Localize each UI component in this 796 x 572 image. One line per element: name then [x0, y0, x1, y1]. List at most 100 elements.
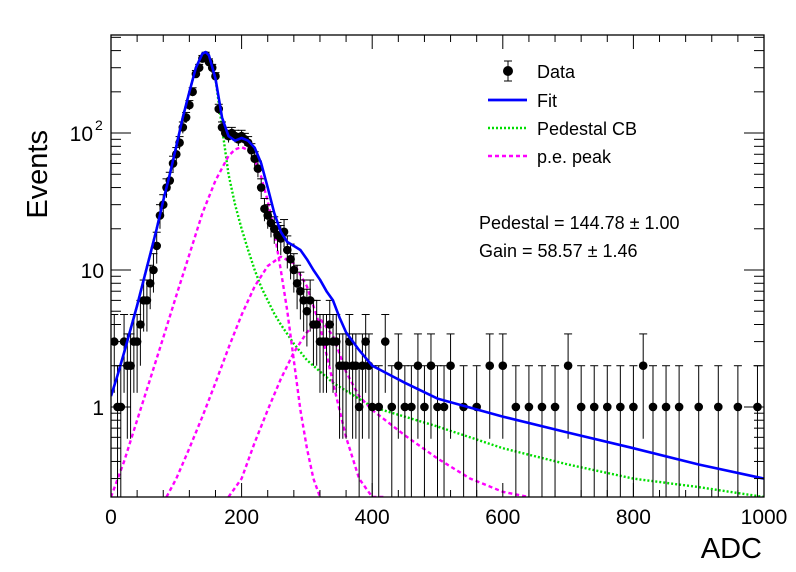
- data-marker: [299, 296, 308, 305]
- y-tick-label: 1: [92, 397, 104, 420]
- data-point: [694, 365, 703, 497]
- data-marker: [407, 402, 416, 412]
- data-marker: [550, 402, 560, 412]
- data-marker: [367, 402, 377, 412]
- data-marker: [260, 204, 269, 214]
- data-point: [537, 365, 547, 497]
- data-marker: [439, 402, 449, 412]
- data-marker: [126, 361, 135, 371]
- data-point: [713, 365, 723, 497]
- data-point: [361, 314, 370, 393]
- legend: Data Fit Pedestal CB p.e. peak: [488, 60, 637, 167]
- data-marker: [576, 402, 586, 412]
- data-point: [132, 314, 142, 393]
- series-line-p-e-peak-2: [165, 255, 386, 497]
- data-point: [485, 333, 495, 439]
- data-point: [387, 365, 397, 497]
- data-point: [289, 253, 299, 293]
- data-marker: [524, 402, 534, 412]
- data-marker: [354, 402, 364, 412]
- data-point: [616, 365, 625, 497]
- data-marker: [589, 402, 599, 412]
- x-tick-label: 400: [355, 506, 390, 529]
- data-marker: [602, 402, 612, 412]
- data-marker: [286, 254, 295, 264]
- data-point: [602, 365, 612, 497]
- data-point: [563, 333, 573, 439]
- data-marker: [361, 337, 370, 346]
- y-tick-label-exponent: 2: [95, 117, 103, 133]
- data-marker: [149, 265, 158, 275]
- x-tick-label: 0: [105, 506, 117, 529]
- data-point: [394, 333, 403, 439]
- data-marker: [511, 402, 521, 412]
- data-marker: [433, 402, 442, 412]
- data-marker: [616, 402, 625, 412]
- data-marker: [331, 337, 341, 346]
- data-point: [511, 365, 521, 497]
- data-point: [550, 365, 560, 497]
- data-point: [674, 365, 684, 497]
- data-point: [331, 314, 341, 393]
- x-axis-title: ADC: [701, 533, 762, 565]
- plot-frame: [110, 34, 765, 498]
- legend-entry: Pedestal CB: [488, 119, 637, 139]
- data-point: [638, 333, 648, 439]
- data-marker: [302, 306, 312, 316]
- data-point: [407, 365, 416, 497]
- data-marker: [446, 361, 455, 371]
- x-tick-label: 800: [616, 506, 651, 529]
- data-marker: [638, 361, 648, 371]
- data-marker: [413, 361, 423, 371]
- data-point: [292, 264, 302, 310]
- data-point: [524, 365, 534, 497]
- ticks-layer: [110, 35, 765, 497]
- data-marker: [292, 278, 302, 288]
- data-marker: [629, 402, 638, 412]
- data-marker: [661, 402, 671, 412]
- data-marker: [394, 361, 403, 371]
- data-marker: [325, 320, 335, 329]
- fit-result-annotation: Pedestal = 144.78 ± 1.00: [479, 213, 680, 233]
- legend-marker: [503, 66, 513, 76]
- data-point: [661, 365, 671, 497]
- legend-entry: Fit: [488, 91, 557, 111]
- data-marker: [263, 211, 273, 220]
- series-line-fit: [111, 50, 764, 480]
- y-axis-title: Events: [22, 130, 54, 219]
- data-marker: [358, 361, 367, 371]
- data-marker: [694, 402, 703, 412]
- data-marker: [485, 361, 495, 371]
- data-marker: [563, 361, 573, 371]
- data-marker: [136, 320, 145, 329]
- data-marker: [256, 183, 266, 192]
- series-line-p-e-peak-3: [227, 317, 530, 497]
- data-marker: [498, 361, 508, 371]
- data-marker: [152, 241, 162, 251]
- data-marker: [253, 164, 263, 173]
- data-point: [589, 365, 599, 497]
- data-point: [648, 365, 658, 497]
- data-marker: [400, 402, 410, 412]
- data-marker: [283, 245, 292, 255]
- series-layer: [111, 50, 764, 497]
- data-point: [446, 333, 455, 439]
- legend-label: Data: [537, 62, 576, 82]
- data-marker: [537, 402, 547, 412]
- legend-label: Pedestal CB: [537, 119, 637, 139]
- data-marker: [648, 402, 658, 412]
- y-tick-label: 10: [70, 123, 93, 146]
- x-tick-label: 200: [224, 506, 259, 529]
- data-point: [439, 365, 449, 497]
- data-point: [400, 365, 410, 497]
- data-point: [733, 365, 743, 497]
- data-point: [380, 314, 390, 393]
- data-marker: [322, 337, 331, 346]
- data-marker: [296, 286, 305, 296]
- data-point: [420, 365, 429, 497]
- data-point: [374, 365, 384, 497]
- data-point: [354, 365, 364, 497]
